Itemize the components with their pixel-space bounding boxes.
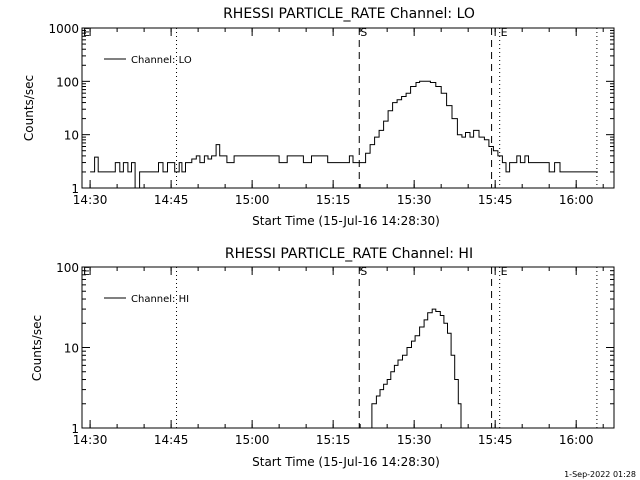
y-tick-label: 1 [71,422,79,436]
x-axis-label: Start Time (15-Jul-16 14:28:30) [252,455,440,469]
y-axis-label: Counts/sec [22,75,36,141]
x-tick-label: 15:00 [235,193,270,207]
x-tick-label: 15:00 [235,433,270,447]
series-line [369,308,462,429]
y-tick-label: 1 [71,182,79,196]
chart-title: RHESSI PARTICLE_RATE Channel: LO [223,6,475,22]
x-tick-label: 15:30 [397,433,432,447]
y-tick-label: 10 [64,342,79,356]
x-tick-label: 16:00 [559,433,594,447]
x-tick-label: 15:45 [478,433,513,447]
y-tick-label: 10 [64,129,79,143]
marker-label: E [83,26,90,39]
marker-label: E [83,265,90,278]
y-axis-label: Counts/sec [30,315,44,381]
marker-label: S [360,265,367,278]
marker-label: E [501,26,508,39]
series-line [90,80,598,189]
x-tick-label: 15:30 [397,193,432,207]
y-tick-label: 100 [56,75,79,89]
marker-label: S [360,26,367,39]
x-tick-label: 14:30 [73,433,108,447]
x-tick-label: 15:45 [478,193,513,207]
x-tick-label: 16:00 [559,193,594,207]
y-tick-label: 100 [56,261,79,275]
legend-label: Channel: LO [131,55,192,66]
generation-timestamp: 1-Sep-2022 01:28 [564,470,636,479]
y-tick-label: 1000 [48,22,79,36]
x-axis-label: Start Time (15-Jul-16 14:28:30) [252,214,440,228]
chart-title: RHESSI PARTICLE_RATE Channel: HI [225,246,473,262]
lo-channel-panel: RHESSI PARTICLE_RATE Channel: LO Counts/… [22,6,615,228]
legend-label: Channel: HI [131,294,189,305]
plot-frame [81,266,615,429]
x-tick-label: 15:15 [316,433,351,447]
plot-frame [81,27,615,189]
marker-label: E [501,265,508,278]
x-tick-label: 14:45 [154,433,189,447]
x-tick-label: 15:15 [316,193,351,207]
x-tick-label: 14:45 [154,193,189,207]
x-tick-label: 14:30 [73,193,108,207]
hi-channel-panel: RHESSI PARTICLE_RATE Channel: HI Counts/… [30,246,615,469]
